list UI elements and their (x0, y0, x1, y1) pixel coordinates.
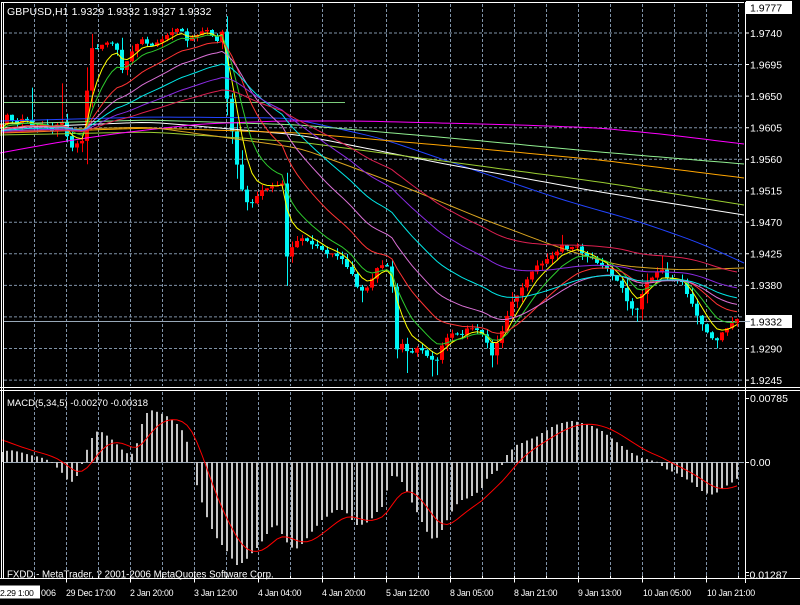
svg-text:4 Jan 20:00: 4 Jan 20:00 (322, 588, 366, 598)
svg-text:1.9560: 1.9560 (750, 154, 782, 166)
svg-text:5 Jan 12:00: 5 Jan 12:00 (386, 588, 430, 598)
svg-text:8 Jan 21:00: 8 Jan 21:00 (514, 588, 558, 598)
svg-text:8 Jan 05:00: 8 Jan 05:00 (450, 588, 494, 598)
svg-text:1.9470: 1.9470 (750, 217, 782, 229)
svg-text:1.9380: 1.9380 (750, 280, 782, 292)
svg-text:1.9605: 1.9605 (750, 123, 782, 135)
svg-text:FXDD - MetaTrader, ? 2001-2006: FXDD - MetaTrader, ? 2001-2006 MetaQuote… (7, 570, 274, 581)
svg-text:2 Jan 20:00: 2 Jan 20:00 (130, 588, 174, 598)
svg-text:29 Dec 17:00: 29 Dec 17:00 (66, 588, 116, 598)
svg-text:1.9777: 1.9777 (750, 3, 782, 15)
svg-text:3 Jan 12:00: 3 Jan 12:00 (194, 588, 238, 598)
svg-text:10 Jan 21:00: 10 Jan 21:00 (707, 588, 755, 598)
svg-text:9 Jan 13:00: 9 Jan 13:00 (578, 588, 622, 598)
svg-text:1.9740: 1.9740 (750, 28, 782, 40)
svg-text:1.9650: 1.9650 (750, 91, 782, 103)
svg-text:10 Jan 05:00: 10 Jan 05:00 (643, 588, 691, 598)
svg-text:GBPUSD,H1 1.9329 1.9332 1.932: GBPUSD,H1 1.9329 1.9332 1.9327 1.9332 (7, 6, 212, 18)
svg-text:MACD(5,34,5) -0.00270 -0.00318: MACD(5,34,5) -0.00270 -0.00318 (7, 398, 148, 409)
svg-text:1.9245: 1.9245 (750, 375, 782, 387)
svg-text:2.29 1:00: 2.29 1:00 (0, 588, 34, 598)
svg-text:1.9290: 1.9290 (750, 343, 782, 355)
svg-text:4 Jan 04:00: 4 Jan 04:00 (258, 588, 302, 598)
svg-text:0.00785: 0.00785 (750, 393, 788, 405)
svg-text:1.9425: 1.9425 (750, 249, 782, 261)
svg-text:1.9695: 1.9695 (750, 59, 782, 71)
svg-text:1.9515: 1.9515 (750, 186, 782, 198)
svg-text:-0.01287: -0.01287 (746, 570, 788, 582)
svg-text:1.9332: 1.9332 (750, 317, 782, 329)
svg-text:006: 006 (41, 588, 56, 598)
svg-text:0.00: 0.00 (750, 457, 771, 469)
